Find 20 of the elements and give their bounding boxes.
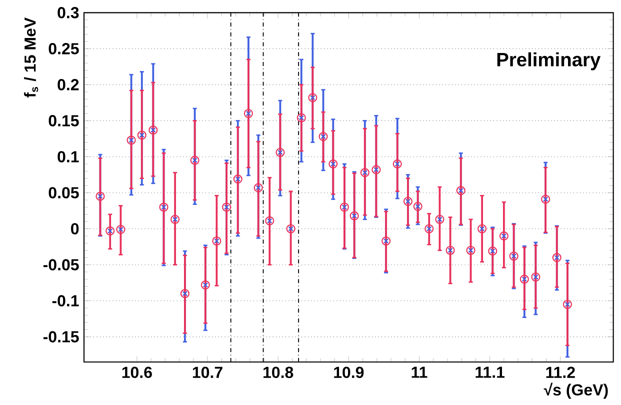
y-tick-label: 0.3 [58, 7, 79, 18]
y-tick-label: 0.15 [48, 115, 79, 126]
y-tick-label: 0 [71, 223, 79, 234]
y-axis-title: f$_{s}$ / 15 MeV [24, 18, 38, 98]
y-tick-label: -0.1 [52, 295, 79, 306]
y-tick-label: 0.1 [58, 151, 79, 162]
y-tick-label: -0.05 [43, 259, 79, 270]
y-tick-label: -0.15 [43, 331, 79, 342]
x-tick-label: 10.9 [334, 366, 364, 378]
annotation: Preliminary [497, 52, 601, 70]
x-tick-label: 10.7 [192, 366, 222, 378]
y-tick-label: 0.05 [48, 187, 79, 198]
x-tick-label: 10.6 [122, 366, 152, 378]
y-tick-label: 0.2 [58, 79, 79, 90]
x-tick-label: 11.1 [476, 366, 504, 378]
y-tick-label: 0.25 [48, 43, 79, 54]
x-tick-label: 10.8 [264, 366, 294, 378]
x-tick-label: 11.2 [546, 366, 575, 378]
x-tick-label: 11 [412, 366, 428, 378]
x-axis-title: √s (GeV) [544, 382, 608, 399]
